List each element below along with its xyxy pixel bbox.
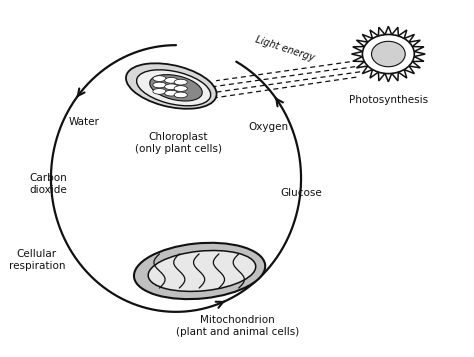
Text: Carbon
dioxide: Carbon dioxide: [30, 173, 67, 195]
Text: Mitochondrion
(plant and animal cells): Mitochondrion (plant and animal cells): [176, 316, 299, 337]
Text: Oxygen: Oxygen: [248, 122, 288, 132]
Ellipse shape: [174, 79, 187, 85]
Ellipse shape: [153, 82, 166, 88]
Ellipse shape: [134, 243, 265, 299]
Text: Light energy: Light energy: [254, 34, 315, 63]
Ellipse shape: [174, 92, 187, 98]
Text: Cellular
respiration: Cellular respiration: [9, 250, 65, 271]
Ellipse shape: [372, 41, 405, 67]
Ellipse shape: [148, 251, 256, 291]
Ellipse shape: [164, 77, 178, 83]
Ellipse shape: [164, 90, 178, 96]
Text: Chloroplast
(only plant cells): Chloroplast (only plant cells): [135, 132, 222, 154]
Ellipse shape: [153, 76, 166, 81]
Ellipse shape: [174, 86, 187, 91]
Text: Water: Water: [69, 117, 100, 127]
Ellipse shape: [153, 89, 166, 94]
Ellipse shape: [150, 75, 202, 101]
Text: Glucose: Glucose: [280, 188, 322, 198]
Ellipse shape: [363, 35, 414, 74]
Ellipse shape: [137, 70, 211, 106]
Polygon shape: [352, 26, 425, 82]
Ellipse shape: [126, 63, 217, 109]
Ellipse shape: [164, 84, 178, 90]
Text: Photosynthesis: Photosynthesis: [349, 95, 428, 105]
